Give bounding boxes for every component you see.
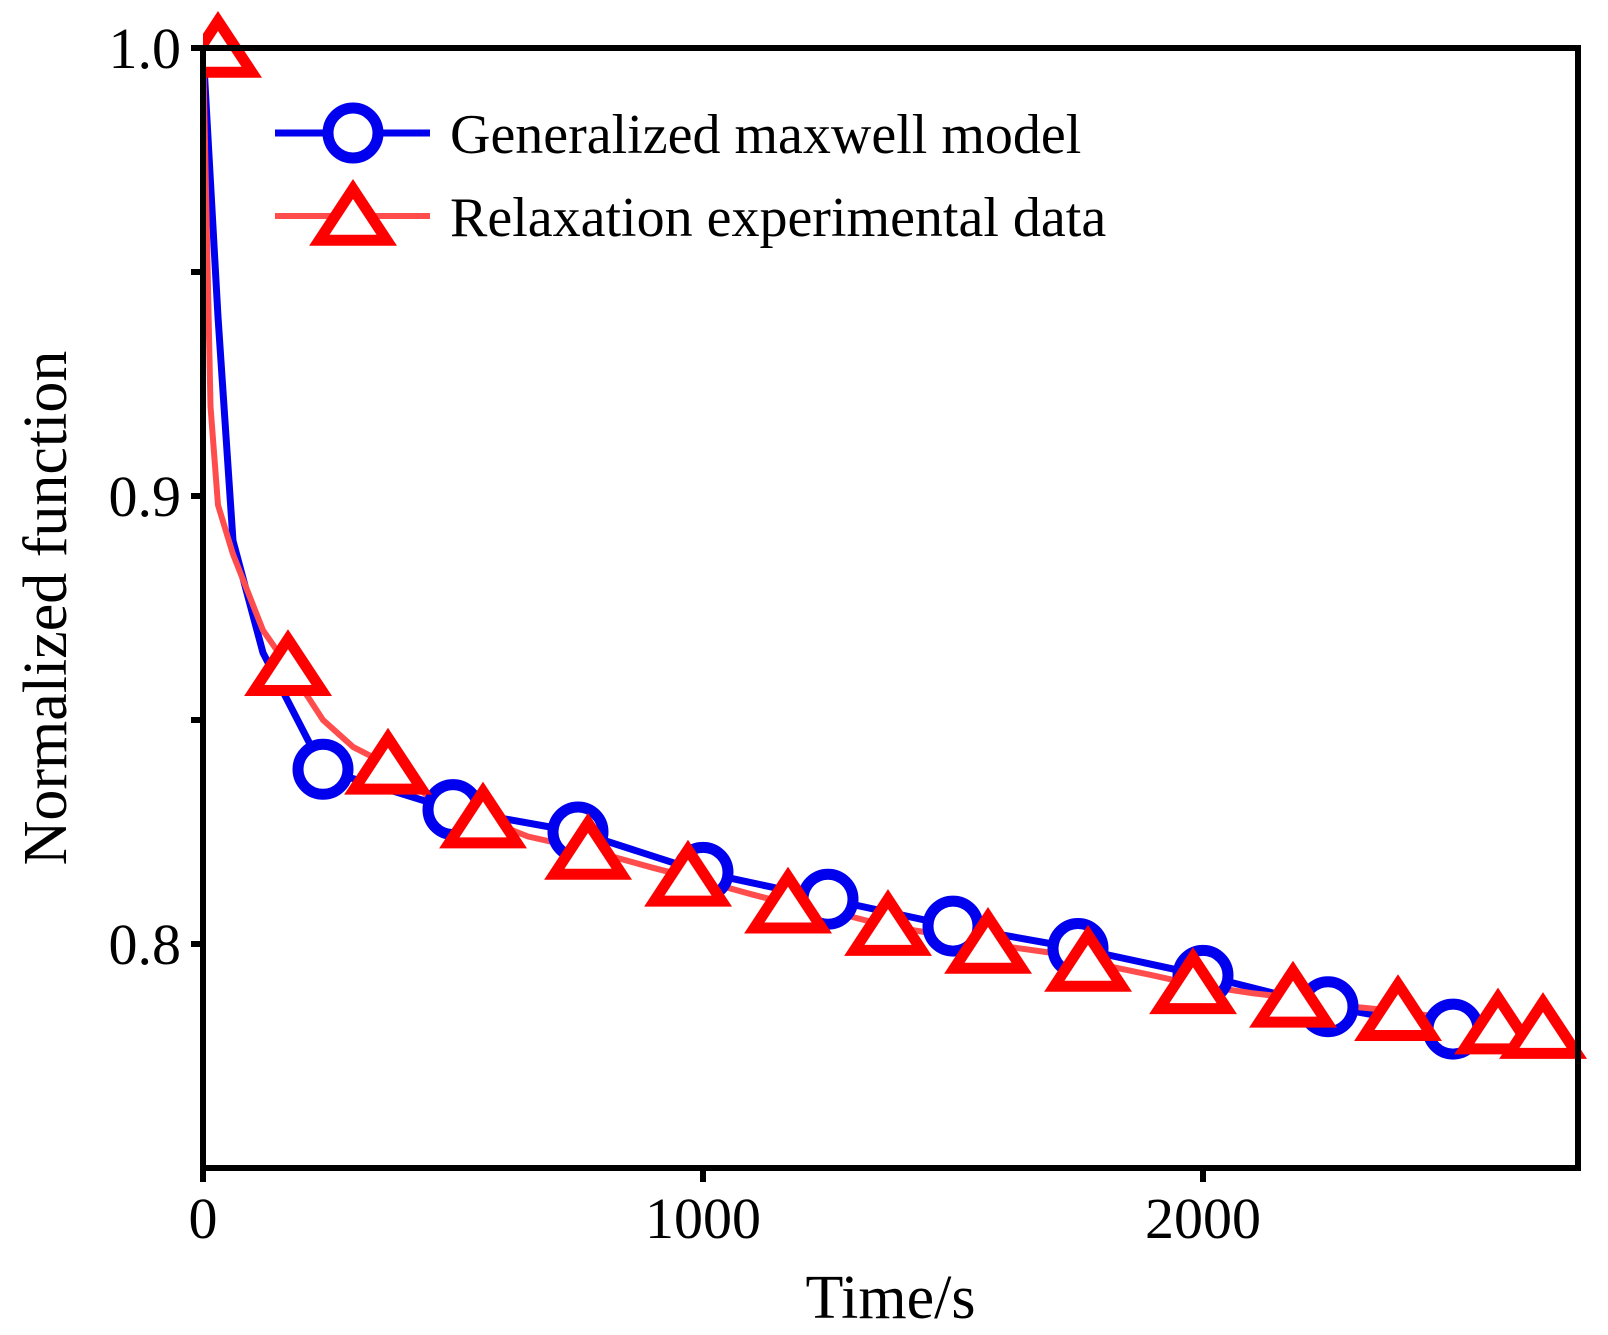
- legend-marker-relaxation-experimental-data: [309, 178, 398, 246]
- data-point-relaxation-experimental-data: [1249, 960, 1338, 1028]
- data-point-relaxation-experimental-data: [744, 866, 833, 934]
- data-point-relaxation-experimental-data: [844, 889, 933, 956]
- legend: Generalized maxwell model Relaxation expe…: [275, 102, 1106, 249]
- data-point-relaxation-experimental-data: [439, 781, 528, 849]
- data-point-relaxation-experimental-data: [1149, 947, 1238, 1015]
- x-axis-title: Time/s: [805, 1264, 975, 1332]
- data-point-generalized-maxwell-model: [292, 738, 354, 800]
- legend-marker-generalized-maxwell-model: [322, 102, 384, 164]
- plot-area: [203, 10, 1588, 1060]
- data-point-relaxation-experimental-data: [1044, 924, 1133, 992]
- data-point-relaxation-experimental-data: [344, 727, 433, 795]
- data-point-relaxation-experimental-data: [1354, 974, 1443, 1041]
- y-axis-title: Normalized function: [12, 351, 80, 866]
- axes: 0.8 0.9 1.0 0 1000 2000 Time/s Normalized funct…: [12, 16, 1581, 1332]
- legend-label-generalized-maxwell-model: Generalized maxwell model: [450, 104, 1081, 166]
- legend-label-relaxation-experimental-data: Relaxation experimental data: [450, 187, 1106, 249]
- data-point-relaxation-experimental-data: [644, 839, 733, 907]
- x-tick-label: 1000: [645, 1186, 761, 1251]
- x-tick-label: 2000: [1145, 1186, 1261, 1251]
- data-point-relaxation-experimental-data: [1499, 992, 1588, 1059]
- y-tick-label: 0.8: [109, 912, 182, 977]
- y-tick-label: 1.0: [109, 16, 182, 81]
- x-tick-label: 0: [189, 1186, 218, 1251]
- data-point-relaxation-experimental-data: [944, 906, 1033, 974]
- plot-frame: [200, 45, 1581, 1171]
- y-tick-label: 0.9: [109, 464, 182, 529]
- data-point-relaxation-experimental-data: [244, 629, 333, 696]
- data-point-relaxation-experimental-data: [544, 812, 633, 880]
